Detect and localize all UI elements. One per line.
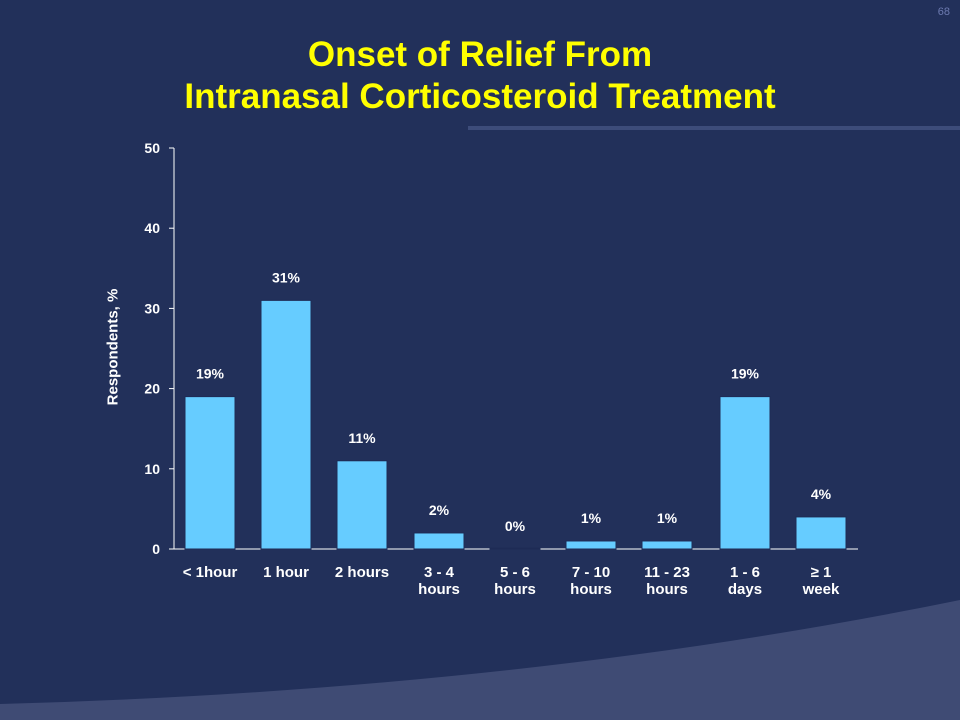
data-label: 1% (657, 510, 678, 526)
bar (260, 299, 312, 550)
data-label: 1% (581, 510, 602, 526)
x-tick-label: 2 hours (335, 564, 389, 581)
x-tick-label: hours (646, 581, 688, 598)
bar (489, 547, 541, 550)
x-tick-label: 7 - 10 (572, 564, 610, 581)
x-tick-label: 1 hour (263, 564, 309, 581)
x-tick-label: days (728, 581, 762, 598)
y-tick-label: 10 (144, 461, 160, 477)
bar (184, 396, 236, 550)
x-tick-label: 11 - 23 (644, 564, 690, 581)
page-number: 68 (937, 6, 950, 18)
y-tick-label: 0 (152, 541, 160, 557)
title-line-2: Intranasal Corticosteroid Treatment (184, 77, 776, 116)
data-label: 2% (429, 502, 450, 518)
bar (641, 540, 693, 550)
x-tick-label: week (802, 581, 840, 598)
data-label: 31% (272, 269, 301, 285)
bar (565, 540, 617, 550)
x-tick-label: 3 - 4 (424, 564, 455, 581)
data-label: 11% (348, 430, 376, 446)
data-label: 0% (505, 518, 526, 534)
data-label: 19% (196, 366, 225, 382)
x-tick-label: < 1hour (183, 564, 238, 581)
x-tick-label: 5 - 6 (500, 564, 530, 581)
x-tick-label: 1 - 6 (730, 564, 760, 581)
y-tick-label: 50 (144, 140, 160, 156)
bar (719, 396, 771, 550)
title-line-1: Onset of Relief From (307, 35, 653, 74)
y-tick-label: 30 (144, 300, 160, 316)
title-divider (468, 126, 960, 130)
x-tick-label: ≥ 1 (811, 564, 832, 581)
x-tick-label: hours (418, 581, 460, 598)
y-tick-label: 40 (144, 220, 160, 236)
data-label: 4% (811, 486, 832, 502)
bar (795, 516, 847, 550)
x-tick-label: hours (570, 581, 612, 598)
data-label: 19% (731, 366, 760, 382)
x-tick-label: hours (494, 581, 536, 598)
slide-title: Onset of Relief From Intranasal Corticos… (0, 34, 960, 118)
y-tick-label: 20 (144, 381, 160, 397)
bar (413, 532, 465, 550)
bar (336, 460, 388, 550)
